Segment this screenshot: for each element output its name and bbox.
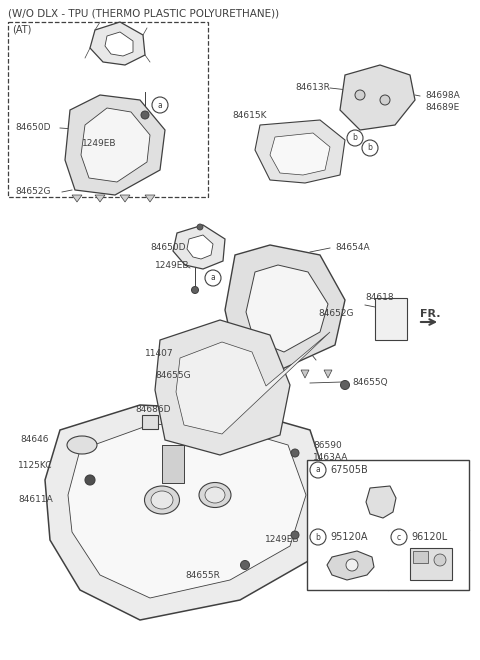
Text: 11407: 11407: [145, 348, 174, 358]
Text: 84652G: 84652G: [318, 308, 353, 317]
Polygon shape: [366, 486, 396, 518]
Bar: [413, 551, 428, 563]
Text: 84655R: 84655R: [185, 570, 220, 579]
Circle shape: [141, 111, 149, 119]
Polygon shape: [270, 133, 330, 175]
Circle shape: [434, 554, 446, 566]
Text: a: a: [316, 465, 320, 475]
Text: 1463AA: 1463AA: [313, 453, 348, 461]
Polygon shape: [187, 235, 213, 259]
Polygon shape: [176, 332, 330, 434]
Circle shape: [310, 529, 326, 545]
Circle shape: [347, 130, 363, 146]
Text: 84655Q: 84655Q: [352, 378, 388, 387]
Text: 84615K: 84615K: [232, 110, 266, 119]
Text: 1125KC: 1125KC: [18, 461, 52, 469]
Text: 1249EB: 1249EB: [265, 535, 300, 544]
Text: FR.: FR.: [420, 309, 441, 319]
Circle shape: [85, 475, 95, 485]
Bar: [162, 445, 184, 483]
Circle shape: [291, 449, 299, 457]
Circle shape: [291, 531, 299, 539]
Bar: [8, 22, 208, 197]
Polygon shape: [72, 195, 82, 202]
Polygon shape: [95, 195, 105, 202]
Polygon shape: [81, 108, 150, 182]
Text: 84650D: 84650D: [15, 123, 50, 133]
Text: 95120A: 95120A: [330, 532, 368, 542]
Polygon shape: [271, 370, 279, 378]
Polygon shape: [145, 195, 155, 202]
Text: 84652G: 84652G: [15, 187, 50, 197]
Polygon shape: [155, 320, 290, 455]
Circle shape: [340, 381, 349, 389]
Polygon shape: [120, 195, 130, 202]
Polygon shape: [340, 65, 415, 130]
Circle shape: [152, 97, 168, 113]
Polygon shape: [324, 370, 332, 378]
Text: (AT): (AT): [12, 25, 31, 35]
Text: 84613R: 84613R: [295, 84, 330, 92]
Text: 86590: 86590: [313, 440, 342, 449]
Text: 84654A: 84654A: [335, 244, 370, 253]
Polygon shape: [173, 225, 225, 269]
Text: 1249EB: 1249EB: [82, 139, 117, 147]
Text: b: b: [368, 143, 372, 152]
Circle shape: [310, 462, 326, 478]
Text: 67505B: 67505B: [330, 465, 368, 475]
Bar: [410, 548, 452, 580]
Polygon shape: [301, 370, 309, 378]
Bar: [375, 298, 407, 340]
Bar: [142, 415, 158, 429]
Text: a: a: [211, 273, 216, 282]
Text: 84686D: 84686D: [135, 405, 170, 414]
Text: 84618: 84618: [365, 294, 394, 302]
Circle shape: [205, 270, 221, 286]
Polygon shape: [45, 405, 330, 620]
Text: b: b: [353, 133, 358, 143]
Text: 84655G: 84655G: [155, 370, 191, 380]
Circle shape: [362, 140, 378, 156]
Circle shape: [197, 224, 203, 230]
Text: 84646: 84646: [20, 436, 48, 444]
Text: 1249EB: 1249EB: [155, 261, 190, 269]
Circle shape: [240, 560, 250, 570]
Polygon shape: [255, 120, 345, 183]
Circle shape: [380, 95, 390, 105]
Text: c: c: [397, 533, 401, 541]
Polygon shape: [246, 265, 328, 352]
Polygon shape: [90, 22, 145, 65]
Ellipse shape: [144, 486, 180, 514]
Circle shape: [346, 559, 358, 571]
Polygon shape: [68, 424, 306, 598]
Polygon shape: [105, 32, 133, 56]
Ellipse shape: [151, 491, 173, 509]
Bar: [307, 460, 469, 590]
Circle shape: [355, 90, 365, 100]
Polygon shape: [246, 370, 254, 378]
Text: 96120L: 96120L: [411, 532, 447, 542]
Text: 84689E: 84689E: [425, 104, 459, 112]
Text: 84698A: 84698A: [425, 92, 460, 100]
Ellipse shape: [205, 487, 225, 503]
Text: 84650D: 84650D: [150, 244, 185, 253]
Text: (W/O DLX - TPU (THERMO PLASTIC POLYURETHANE)): (W/O DLX - TPU (THERMO PLASTIC POLYURETH…: [8, 9, 279, 19]
Text: b: b: [315, 533, 321, 541]
Circle shape: [192, 286, 199, 294]
Text: 84611A: 84611A: [18, 496, 53, 504]
Polygon shape: [225, 245, 345, 370]
Polygon shape: [65, 95, 165, 195]
Circle shape: [391, 529, 407, 545]
Text: a: a: [157, 100, 162, 110]
Ellipse shape: [199, 482, 231, 508]
Polygon shape: [327, 551, 374, 580]
Ellipse shape: [67, 436, 97, 454]
